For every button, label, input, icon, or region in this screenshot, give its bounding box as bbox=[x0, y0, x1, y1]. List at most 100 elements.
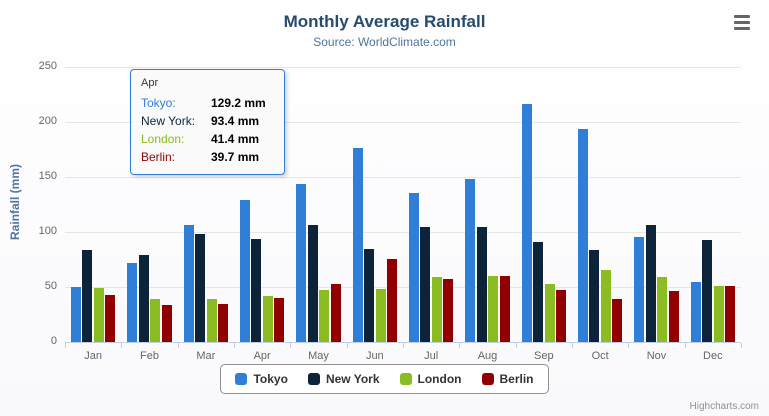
legend-item-tokyo[interactable]: Tokyo bbox=[235, 372, 288, 386]
bar-tokyo-nov[interactable] bbox=[634, 236, 645, 342]
x-axis-category-label: Jul bbox=[424, 350, 439, 362]
y-axis-tick-label: 100 bbox=[38, 225, 57, 237]
bar-london-jul[interactable] bbox=[431, 277, 442, 342]
x-axis-category-label: Jun bbox=[365, 350, 384, 362]
y-axis-tick-label: 50 bbox=[44, 280, 57, 292]
bar-tokyo-may[interactable] bbox=[296, 183, 307, 342]
x-axis-tick bbox=[628, 343, 629, 348]
legend-item-new-york[interactable]: New York bbox=[307, 372, 380, 386]
legend-swatch-icon bbox=[481, 373, 494, 385]
x-axis-category-label: Dec bbox=[703, 350, 723, 362]
legend-label: Tokyo bbox=[253, 372, 288, 386]
bar-berlin-dec[interactable] bbox=[725, 285, 736, 342]
x-axis-category-label: Oct bbox=[591, 350, 609, 362]
bar-new-york-jul[interactable] bbox=[420, 226, 431, 342]
hamburger-icon bbox=[734, 14, 750, 30]
bar-tokyo-oct[interactable] bbox=[577, 128, 588, 342]
bar-new-york-jun[interactable] bbox=[364, 249, 375, 342]
bar-london-jan[interactable] bbox=[93, 288, 104, 342]
gridline bbox=[65, 287, 741, 288]
bar-tokyo-jun[interactable] bbox=[352, 148, 363, 342]
bar-london-aug[interactable] bbox=[488, 276, 499, 342]
bar-london-apr[interactable] bbox=[262, 296, 273, 342]
bar-new-york-aug[interactable] bbox=[476, 227, 487, 342]
gridline bbox=[65, 122, 741, 123]
bar-berlin-may[interactable] bbox=[330, 284, 341, 342]
bar-berlin-jan[interactable] bbox=[105, 295, 116, 342]
bar-london-feb[interactable] bbox=[150, 299, 161, 342]
legend-label: London bbox=[417, 372, 462, 386]
credits-link[interactable]: Highcharts.com bbox=[689, 401, 759, 412]
x-axis-category-label: Feb bbox=[140, 350, 159, 362]
x-axis-category-label: Apr bbox=[253, 350, 271, 362]
bar-tokyo-feb[interactable] bbox=[127, 263, 138, 342]
export-menu-button[interactable] bbox=[729, 10, 755, 34]
legend-label: New York bbox=[325, 372, 380, 386]
tooltip-series-value: 41.4 mm bbox=[211, 132, 260, 146]
bar-london-jun[interactable] bbox=[375, 288, 386, 342]
bar-london-may[interactable] bbox=[319, 290, 330, 342]
gridline bbox=[65, 177, 741, 178]
bar-berlin-sep[interactable] bbox=[556, 289, 567, 342]
gridline bbox=[65, 232, 741, 233]
legend-item-berlin[interactable]: Berlin bbox=[481, 372, 534, 386]
x-axis-tick bbox=[65, 343, 66, 348]
bar-london-oct[interactable] bbox=[600, 270, 611, 342]
tooltip-series-value: 93.4 mm bbox=[211, 114, 260, 128]
tooltip-row: London: 41.4 mm bbox=[141, 130, 274, 148]
bar-new-york-may[interactable] bbox=[307, 225, 318, 342]
x-axis-tick bbox=[685, 343, 686, 348]
legend-swatch-icon bbox=[399, 373, 412, 385]
legend-label: Berlin bbox=[499, 372, 534, 386]
bar-berlin-aug[interactable] bbox=[499, 275, 510, 342]
legend-item-london[interactable]: London bbox=[399, 372, 462, 386]
bar-new-york-nov[interactable] bbox=[645, 224, 656, 342]
x-axis-line bbox=[65, 342, 741, 343]
x-axis-category-label: Sep bbox=[534, 350, 554, 362]
bar-berlin-oct[interactable] bbox=[612, 299, 623, 342]
bar-berlin-mar[interactable] bbox=[218, 304, 229, 342]
tooltip-series-name: London: bbox=[141, 132, 185, 146]
chart-title: Monthly Average Rainfall bbox=[283, 12, 486, 31]
bar-berlin-feb[interactable] bbox=[161, 305, 172, 342]
legend-swatch-icon bbox=[307, 373, 320, 385]
x-axis-tick bbox=[121, 343, 122, 348]
y-axis-tick-label: 150 bbox=[38, 170, 57, 182]
tooltip-series-value: 129.2 mm bbox=[211, 96, 266, 110]
y-axis-tick-label: 200 bbox=[38, 115, 57, 127]
bar-tokyo-aug[interactable] bbox=[465, 178, 476, 342]
chart-subtitle: Source: WorldClimate.com bbox=[313, 35, 456, 49]
bar-tokyo-mar[interactable] bbox=[183, 224, 194, 342]
bar-tokyo-dec[interactable] bbox=[690, 282, 701, 342]
bar-london-dec[interactable] bbox=[713, 285, 724, 342]
tooltip-row: Berlin: 39.7 mm bbox=[141, 148, 274, 166]
bar-london-nov[interactable] bbox=[657, 276, 668, 342]
tooltip: Apr Tokyo: 129.2 mm New York: 93.4 mm London… bbox=[130, 69, 285, 175]
x-axis-tick bbox=[178, 343, 179, 348]
bar-london-sep[interactable] bbox=[544, 284, 555, 342]
x-axis-tick bbox=[290, 343, 291, 348]
bar-berlin-jun[interactable] bbox=[387, 258, 398, 342]
bar-berlin-nov[interactable] bbox=[668, 290, 679, 342]
bar-tokyo-sep[interactable] bbox=[521, 103, 532, 342]
bar-berlin-jul[interactable] bbox=[443, 278, 454, 342]
bar-tokyo-apr[interactable] bbox=[239, 199, 250, 342]
bar-new-york-jan[interactable] bbox=[82, 250, 93, 342]
bar-new-york-sep[interactable] bbox=[533, 241, 544, 342]
gridline bbox=[65, 67, 741, 68]
bar-new-york-dec[interactable] bbox=[702, 240, 713, 342]
bar-new-york-oct[interactable] bbox=[589, 250, 600, 342]
tooltip-row: Tokyo: 129.2 mm bbox=[141, 94, 274, 112]
x-axis-tick bbox=[459, 343, 460, 348]
x-axis-category-label: Mar bbox=[196, 350, 216, 362]
bar-new-york-feb[interactable] bbox=[138, 255, 149, 342]
tooltip-series-value: 39.7 mm bbox=[211, 150, 260, 164]
x-axis-tick bbox=[234, 343, 235, 348]
bar-tokyo-jan[interactable] bbox=[70, 287, 81, 342]
x-axis-tick bbox=[347, 343, 348, 348]
bar-new-york-apr[interactable] bbox=[251, 239, 262, 342]
bar-new-york-mar[interactable] bbox=[195, 233, 206, 342]
bar-london-mar[interactable] bbox=[206, 298, 217, 342]
bar-tokyo-jul[interactable] bbox=[408, 192, 419, 342]
bar-berlin-apr[interactable] bbox=[274, 298, 285, 342]
